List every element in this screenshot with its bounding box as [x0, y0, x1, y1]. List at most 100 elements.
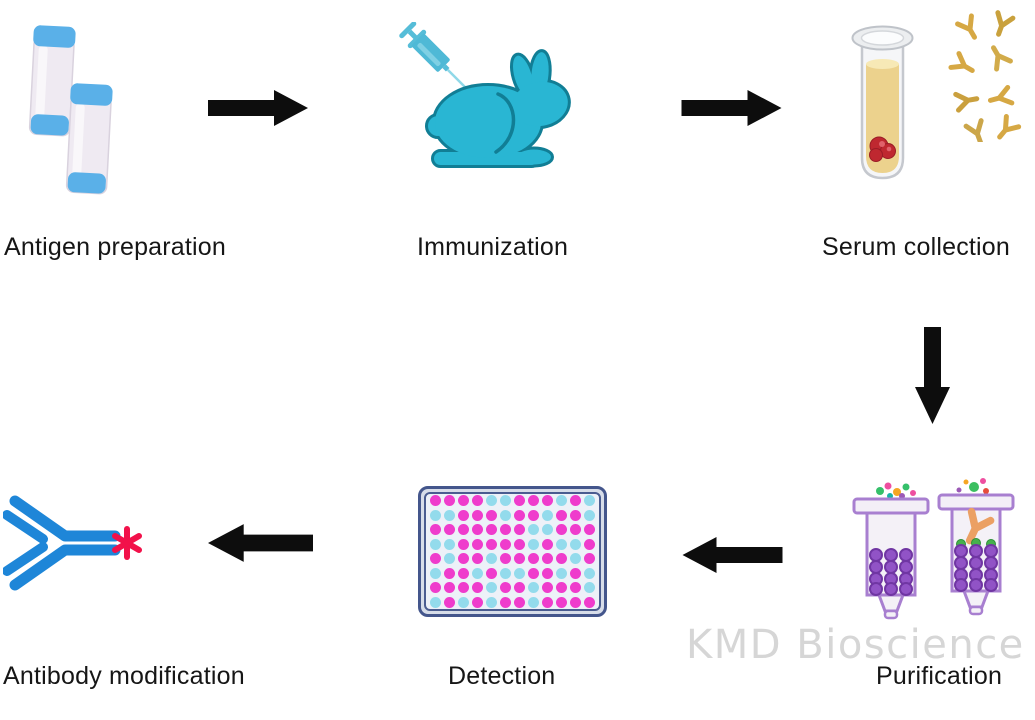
well	[584, 567, 595, 579]
well	[514, 524, 525, 536]
well	[542, 582, 553, 594]
well	[486, 553, 497, 565]
well	[500, 596, 511, 608]
well	[500, 509, 511, 521]
well	[472, 553, 483, 565]
well	[486, 538, 497, 550]
well	[542, 495, 553, 507]
well	[570, 495, 581, 507]
step-label-serum-collection: Serum collection	[822, 233, 1011, 261]
step-label-purification: Purification	[876, 662, 1003, 690]
well	[570, 538, 581, 550]
well	[430, 509, 441, 521]
well	[528, 538, 539, 550]
well	[570, 567, 581, 579]
rabbit-icon	[425, 49, 571, 168]
well	[458, 567, 469, 579]
vial-2	[64, 82, 114, 195]
96-well-plate-icon	[418, 486, 607, 617]
well	[570, 596, 581, 608]
serum-tube-icon	[851, 25, 914, 180]
well	[500, 553, 511, 565]
well	[458, 509, 469, 521]
well	[444, 509, 455, 521]
well	[514, 538, 525, 550]
well	[444, 524, 455, 536]
well	[542, 538, 553, 550]
gold-antibodies-icon	[945, 2, 1035, 142]
chromatography-columns-icon	[852, 478, 1015, 620]
arrow-down-icon	[915, 327, 950, 424]
syringe-icon	[399, 22, 474, 96]
well	[584, 495, 595, 507]
well	[542, 553, 553, 565]
well	[584, 553, 595, 565]
well	[570, 509, 581, 521]
well	[486, 509, 497, 521]
well	[486, 567, 497, 579]
arrow-right-icon	[681, 90, 782, 126]
well	[472, 582, 483, 594]
well	[584, 596, 595, 608]
well-grid	[430, 495, 595, 608]
well	[472, 538, 483, 550]
purification-column-2	[937, 478, 1015, 616]
well	[444, 567, 455, 579]
well	[556, 567, 567, 579]
well	[472, 567, 483, 579]
well	[570, 524, 581, 536]
well	[430, 553, 441, 565]
well	[556, 495, 567, 507]
well	[472, 596, 483, 608]
well	[486, 524, 497, 536]
purification-column-1	[852, 482, 930, 620]
well	[500, 495, 511, 507]
well	[584, 582, 595, 594]
step-label-detection: Detection	[448, 662, 556, 690]
well	[514, 553, 525, 565]
well	[542, 509, 553, 521]
well	[570, 582, 581, 594]
well	[430, 495, 441, 507]
well	[584, 538, 595, 550]
well	[458, 582, 469, 594]
well	[500, 538, 511, 550]
well	[458, 524, 469, 536]
well	[430, 582, 441, 594]
blood-clot	[869, 136, 896, 162]
well	[430, 567, 441, 579]
well	[514, 596, 525, 608]
vial-1	[27, 24, 77, 137]
asterisk-icon	[112, 526, 142, 560]
well	[430, 524, 441, 536]
well	[528, 553, 539, 565]
captured-antibody-icon	[965, 507, 995, 545]
well	[444, 553, 455, 565]
well	[528, 524, 539, 536]
well	[430, 538, 441, 550]
well	[556, 596, 567, 608]
well	[444, 538, 455, 550]
well	[430, 596, 441, 608]
arrow-right-icon	[208, 90, 308, 126]
well	[486, 495, 497, 507]
well	[486, 582, 497, 594]
well	[444, 495, 455, 507]
well	[472, 524, 483, 536]
arrow-left-icon	[682, 537, 783, 573]
well	[458, 495, 469, 507]
well	[458, 553, 469, 565]
well	[528, 596, 539, 608]
watermark: KMD Bioscience	[686, 622, 1025, 668]
well	[514, 567, 525, 579]
well	[584, 524, 595, 536]
well	[514, 495, 525, 507]
well	[542, 567, 553, 579]
blue-antibody	[3, 495, 121, 591]
well	[500, 567, 511, 579]
well	[542, 524, 553, 536]
well	[472, 495, 483, 507]
syringe-rabbit-icon	[399, 22, 571, 168]
well	[514, 509, 525, 521]
